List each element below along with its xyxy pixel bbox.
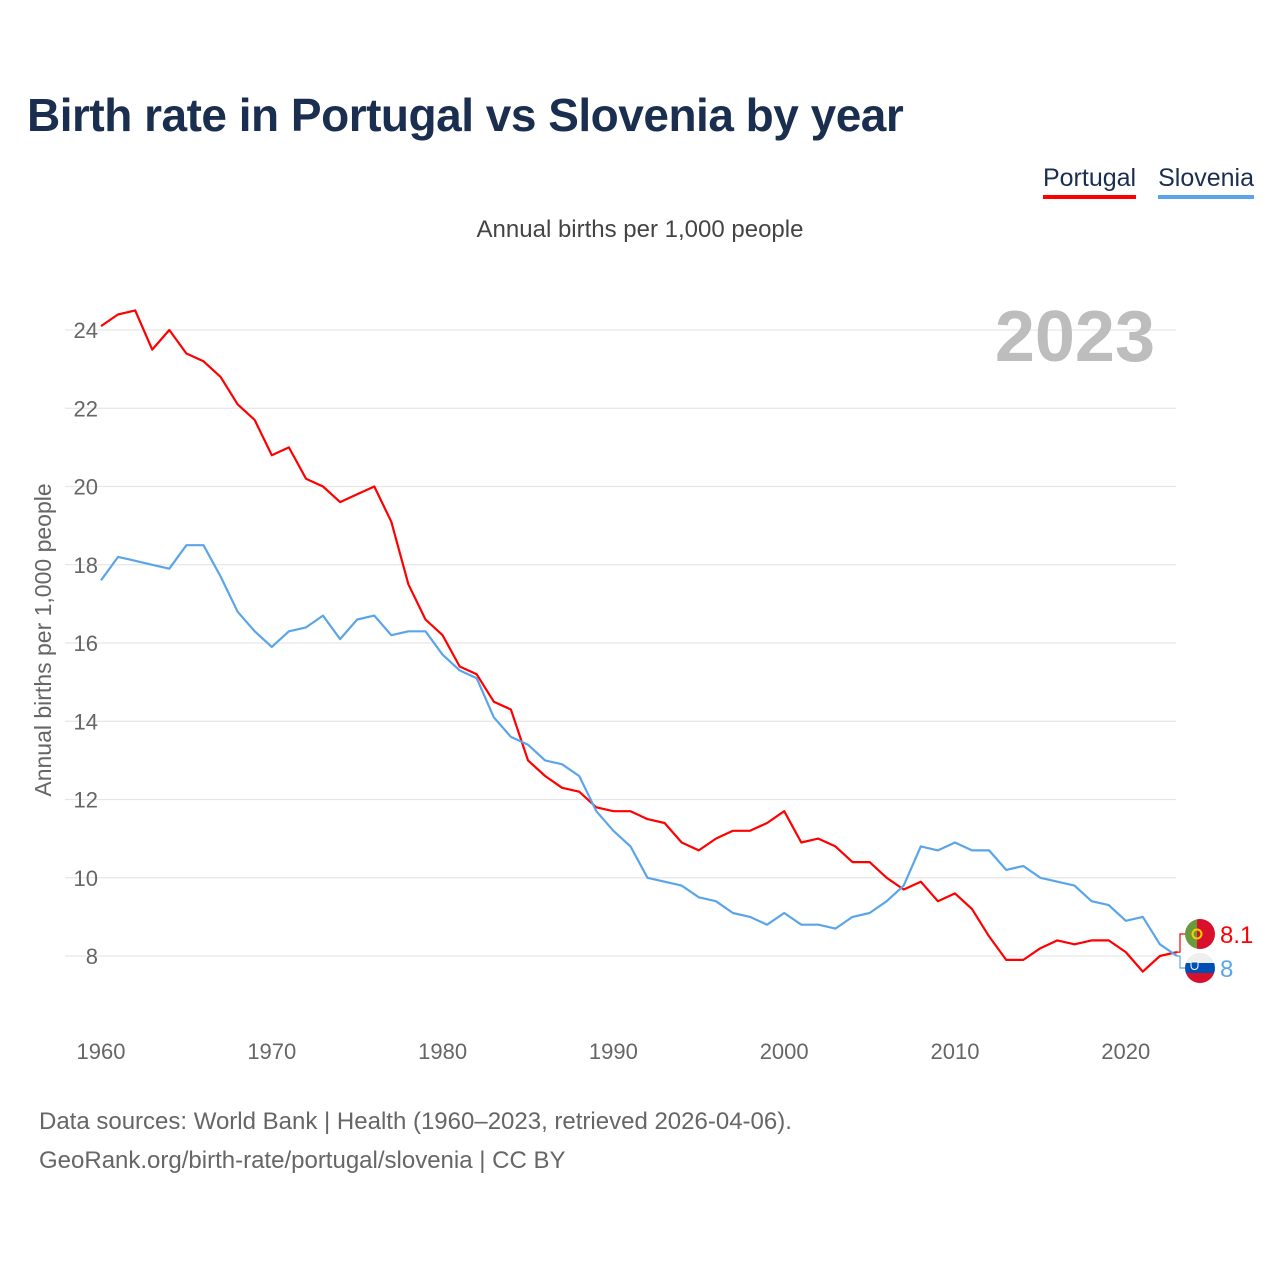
end-value-label: 8 [1220, 956, 1233, 983]
end-connector [1177, 933, 1185, 953]
x-tick-label: 2020 [1101, 1039, 1150, 1064]
series-line-portugal [100, 309, 1178, 973]
y-tick-label: 22 [74, 396, 98, 421]
y-tick-label: 24 [74, 318, 98, 343]
line-chart: 8 10 12 14 16 18 20 22 24 1960 1970 1980 1990 2000 201… [30, 297, 1253, 1064]
y-tick-label: 20 [74, 475, 98, 500]
x-tick-label: 2010 [930, 1039, 979, 1064]
y-tick-label: 14 [74, 709, 98, 734]
x-tick-label: 1990 [589, 1039, 638, 1064]
current-year-label: 2023 [995, 297, 1155, 377]
x-tick-label: 1960 [77, 1039, 126, 1064]
x-tick-label: 2000 [760, 1039, 809, 1064]
chart-subtitle: Annual births per 1,000 people [476, 216, 804, 243]
legend: Portugal Slovenia [1042, 164, 1254, 199]
x-tick-label: 1970 [247, 1039, 296, 1064]
series-line-slovenia [100, 544, 1178, 957]
data-source: Data sources: World Bank | Health (1960–… [39, 1108, 792, 1135]
slovenia-flag-icon [1185, 953, 1215, 983]
x-tick-label: 1980 [418, 1039, 467, 1064]
chart-title: Birth rate in Portugal vs Slovenia by ye… [27, 89, 904, 141]
y-tick-label: 18 [74, 553, 98, 578]
y-tick-label: 10 [74, 866, 98, 891]
y-axis-label: Annual births per 1,000 people [30, 483, 56, 796]
y-tick-label: 16 [74, 631, 98, 656]
end-value-label: 8.1 [1220, 922, 1253, 949]
source-link[interactable]: GeoRank.org/birth-rate/portugal/slovenia… [39, 1147, 566, 1174]
portugal-flag-icon [1185, 919, 1215, 949]
legend-item-slovenia[interactable]: Slovenia [1158, 164, 1254, 199]
y-tick-label: 8 [86, 944, 98, 969]
y-tick-label: 12 [74, 788, 98, 813]
end-connector [1177, 955, 1185, 969]
legend-item-portugal[interactable]: Portugal [1042, 164, 1137, 199]
